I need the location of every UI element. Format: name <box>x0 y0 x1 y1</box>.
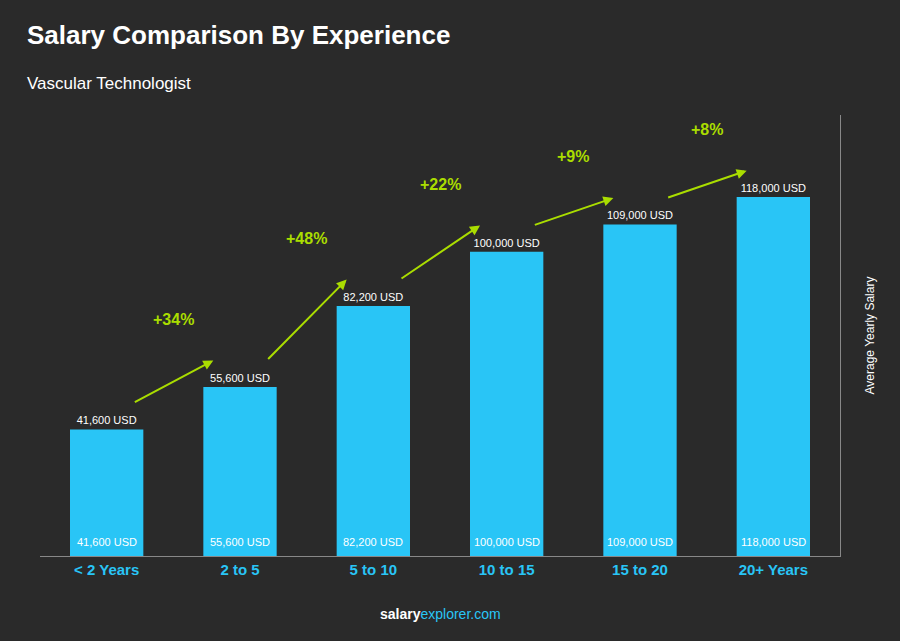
svg-text:10 to 15: 10 to 15 <box>479 561 535 578</box>
svg-text:55,600 USD: 55,600 USD <box>210 536 270 548</box>
svg-text:20+ Years: 20+ Years <box>739 561 808 578</box>
svg-text:Vascular Technologist: Vascular Technologist <box>27 74 191 93</box>
svg-text:100,000 USD: 100,000 USD <box>474 536 540 548</box>
svg-text:Average Yearly Salary: Average Yearly Salary <box>863 277 877 395</box>
svg-text:118,000 USD: 118,000 USD <box>741 182 806 194</box>
svg-text:+48%: +48% <box>286 230 327 247</box>
svg-text:109,000 USD: 109,000 USD <box>607 536 673 548</box>
svg-text:+34%: +34% <box>153 311 194 328</box>
svg-text:109,000 USD: 109,000 USD <box>607 209 673 221</box>
svg-text:118,000 USD: 118,000 USD <box>741 536 806 548</box>
svg-text:82,200 USD: 82,200 USD <box>343 536 403 548</box>
svg-text:+9%: +9% <box>557 148 589 165</box>
svg-text:15 to 20: 15 to 20 <box>612 561 668 578</box>
svg-text:41,600 USD: 41,600 USD <box>77 536 137 548</box>
svg-text:+8%: +8% <box>691 121 723 138</box>
svg-text:5 to 10: 5 to 10 <box>350 561 398 578</box>
svg-text:2 to 5: 2 to 5 <box>220 561 259 578</box>
svg-text:salaryexplorer.com: salaryexplorer.com <box>380 606 501 622</box>
svg-text:< 2 Years: < 2 Years <box>74 561 139 578</box>
svg-text:Salary Comparison By Experienc: Salary Comparison By Experience <box>27 20 450 50</box>
svg-text:100,000 USD: 100,000 USD <box>474 237 540 249</box>
svg-text:55,600 USD: 55,600 USD <box>210 372 270 384</box>
svg-text:82,200 USD: 82,200 USD <box>343 291 403 303</box>
svg-text:+22%: +22% <box>420 176 461 193</box>
svg-text:41,600 USD: 41,600 USD <box>77 414 137 426</box>
